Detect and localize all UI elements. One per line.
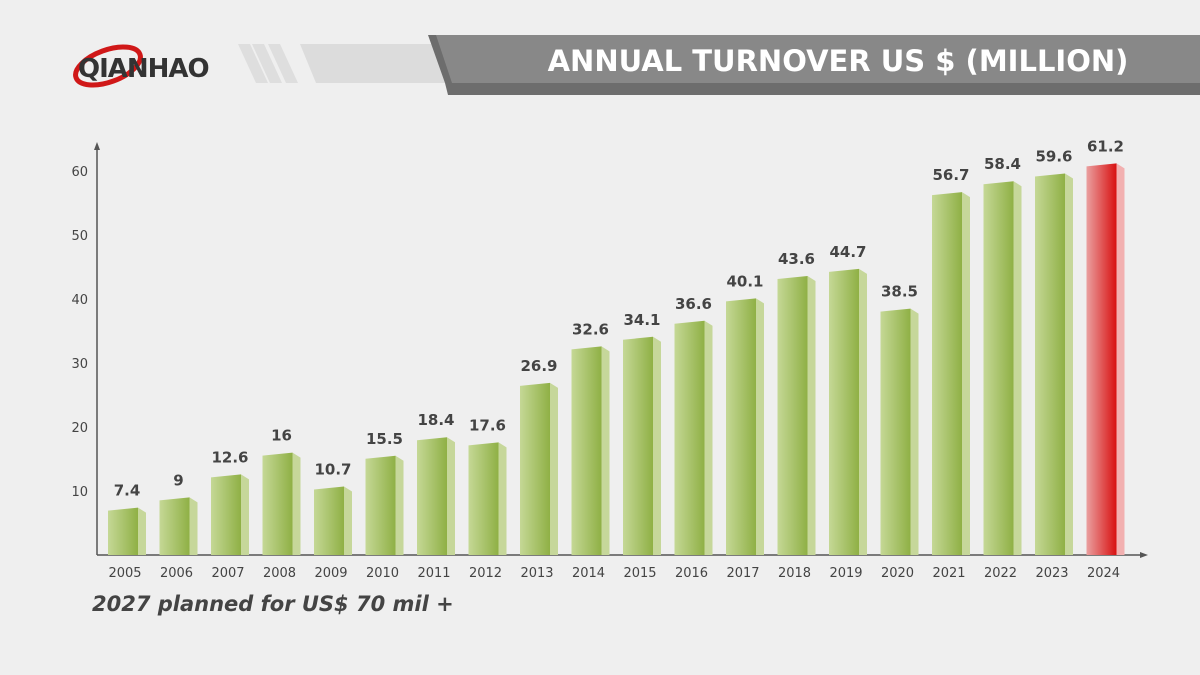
data-label: 34.1 — [623, 311, 660, 329]
chart-title: ANNUAL TURNOVER US $ (MILLION) — [548, 44, 1129, 78]
bar-side — [138, 507, 146, 555]
bar-2020 — [880, 308, 911, 555]
logo-text: QIANHAO — [78, 54, 209, 84]
bar-side — [292, 452, 301, 555]
bar-side — [241, 474, 249, 555]
data-label: 12.6 — [211, 448, 248, 466]
bar-2010 — [365, 455, 396, 555]
bar-side — [910, 308, 919, 555]
x-tick-label: 2023 — [1035, 566, 1068, 581]
bar-side — [653, 336, 661, 555]
data-label: 38.5 — [881, 283, 918, 301]
x-axis-arrow — [1140, 552, 1148, 558]
x-tick-label: 2010 — [366, 566, 399, 581]
data-label: 61.2 — [1087, 137, 1124, 155]
y-tick-label: 50 — [71, 229, 88, 244]
x-tick-label: 2007 — [211, 566, 244, 581]
x-tick-label: 2011 — [417, 566, 450, 581]
bar-side — [344, 486, 352, 555]
x-tick-label: 2013 — [520, 566, 553, 581]
data-label: 32.6 — [572, 320, 609, 338]
bar-2012 — [468, 442, 499, 555]
bar-side — [1065, 173, 1073, 555]
x-tick-label: 2020 — [881, 566, 914, 581]
data-label: 44.7 — [829, 243, 866, 261]
x-tick-label: 2022 — [984, 566, 1017, 581]
bar-2019 — [829, 268, 859, 555]
y-tick-label: 30 — [71, 357, 88, 372]
bar-2013 — [520, 382, 550, 555]
data-label: 9 — [173, 471, 183, 489]
data-label: 7.4 — [114, 482, 141, 500]
data-label: 36.6 — [675, 295, 712, 313]
data-label: 10.7 — [314, 461, 351, 479]
planned-note: 2027 planned for US$ 70 mil + — [92, 592, 454, 616]
header-banner: ANNUAL TURNOVER US $ (MILLION) — [238, 35, 1200, 95]
bar-2024 — [1086, 163, 1117, 555]
x-tick-label: 2008 — [263, 566, 296, 581]
x-tick-label: 2005 — [108, 566, 141, 581]
y-axis-arrow — [94, 142, 100, 150]
bar-side — [859, 268, 867, 555]
data-label: 40.1 — [726, 272, 763, 290]
brand-logo: QIANHAO — [73, 44, 210, 88]
bar-side — [447, 437, 455, 555]
bar-2006 — [159, 497, 190, 555]
bar-2017 — [726, 298, 756, 555]
bar-2008 — [262, 452, 293, 555]
y-tick-label: 40 — [71, 293, 88, 308]
bar-side — [807, 275, 816, 555]
bar-2011 — [417, 437, 447, 555]
bar-side — [395, 455, 404, 555]
data-label: 15.5 — [366, 430, 403, 448]
bar-side — [962, 192, 970, 555]
bar-side — [1013, 181, 1022, 556]
bar-2007 — [211, 474, 241, 555]
bar-side — [601, 346, 610, 555]
bar-2023 — [1035, 173, 1065, 555]
bar-2022 — [983, 181, 1014, 556]
bar-side — [704, 320, 713, 555]
y-tick-label: 10 — [71, 485, 88, 500]
bar-side — [498, 442, 507, 555]
bar-side — [756, 298, 764, 555]
data-label: 59.6 — [1035, 148, 1072, 166]
data-label: 56.7 — [932, 166, 969, 184]
x-tick-label: 2024 — [1087, 566, 1120, 581]
data-label: 26.9 — [520, 357, 557, 375]
bar-2014 — [571, 346, 602, 555]
x-tick-label: 2018 — [778, 566, 811, 581]
bar-side — [1116, 163, 1125, 555]
bar-side — [189, 497, 198, 555]
x-tick-label: 2006 — [160, 566, 193, 581]
x-tick-label: 2014 — [572, 566, 605, 581]
bar-2016 — [674, 320, 705, 555]
bar-2005 — [108, 507, 138, 555]
x-tick-label: 2009 — [314, 566, 347, 581]
data-label: 43.6 — [778, 250, 815, 268]
x-tick-label: 2012 — [469, 566, 502, 581]
x-tick-label: 2019 — [829, 566, 862, 581]
data-label: 58.4 — [984, 155, 1021, 173]
y-tick-label: 20 — [71, 421, 88, 436]
data-label: 17.6 — [469, 416, 506, 434]
data-label: 18.4 — [417, 411, 454, 429]
x-tick-label: 2015 — [623, 566, 656, 581]
bar-2021 — [932, 192, 962, 555]
bar-2015 — [623, 336, 653, 555]
x-tick-label: 2016 — [675, 566, 708, 581]
x-tick-label: 2021 — [932, 566, 965, 581]
bar-side — [550, 382, 558, 555]
bar-2018 — [777, 275, 808, 555]
bar-2009 — [314, 486, 344, 555]
data-label: 16 — [271, 427, 292, 445]
x-tick-label: 2017 — [726, 566, 759, 581]
y-tick-label: 60 — [71, 165, 88, 180]
